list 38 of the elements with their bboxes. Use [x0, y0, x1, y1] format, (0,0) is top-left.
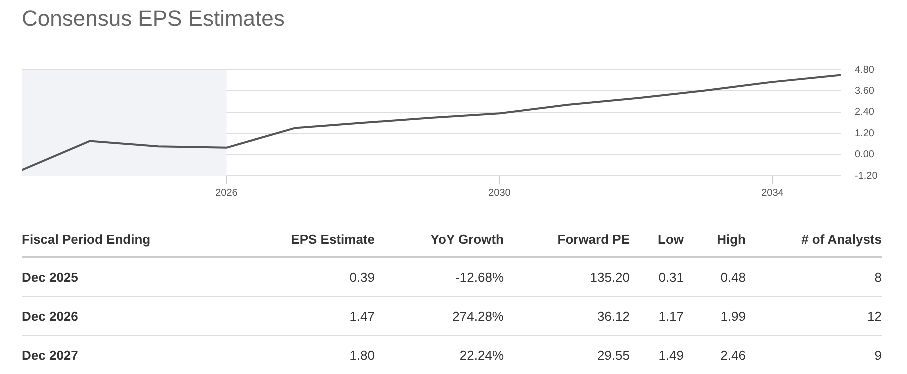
x-tick-label: 2030 [488, 188, 512, 199]
text: 2.46 [684, 336, 746, 374]
text: Dec 2025 [22, 257, 222, 296]
text: Dec 2027 [22, 336, 222, 374]
text: 36.12 [504, 296, 630, 336]
text: 0.39 [222, 257, 375, 296]
y-tick-label: 4.80 [855, 64, 875, 76]
text: Dec 2026 [22, 296, 222, 336]
text: -12.68% [375, 257, 504, 296]
text: 1.17 [630, 296, 684, 336]
x-tick-label: 2026 [216, 188, 238, 199]
text: EPS Estimate [222, 222, 375, 257]
text: 1.47 [222, 296, 375, 336]
text: Forward PE [504, 222, 630, 257]
text: 0.48 [684, 257, 746, 296]
text: 9 [746, 336, 882, 374]
text: 1.80 [222, 336, 375, 374]
text: Fiscal Period Ending [22, 222, 222, 257]
text: 22.24% [375, 336, 504, 374]
text: 29.55 [504, 336, 630, 374]
text: High [684, 222, 746, 257]
text: 1.49 [630, 336, 684, 374]
y-tick-label: 2.40 [855, 107, 875, 118]
text: Low [630, 222, 684, 257]
chart-title: Consensus EPS Estimates [22, 6, 285, 32]
text: YoY Growth [375, 222, 504, 257]
text: # of Analysts [746, 222, 882, 257]
y-tick-label: 1.20 [855, 128, 875, 140]
y-tick-label: 0.00 [855, 150, 875, 161]
text: 8 [746, 257, 882, 296]
text: 12 [746, 296, 882, 336]
text: 274.28% [375, 296, 504, 336]
x-tick-label: 2034 [762, 188, 784, 199]
text: 0.31 [630, 257, 684, 296]
text: 1.99 [684, 296, 746, 336]
y-tick-label: -1.20 [855, 170, 878, 182]
text: 135.20 [504, 257, 630, 296]
y-tick-label: 3.60 [855, 86, 875, 97]
